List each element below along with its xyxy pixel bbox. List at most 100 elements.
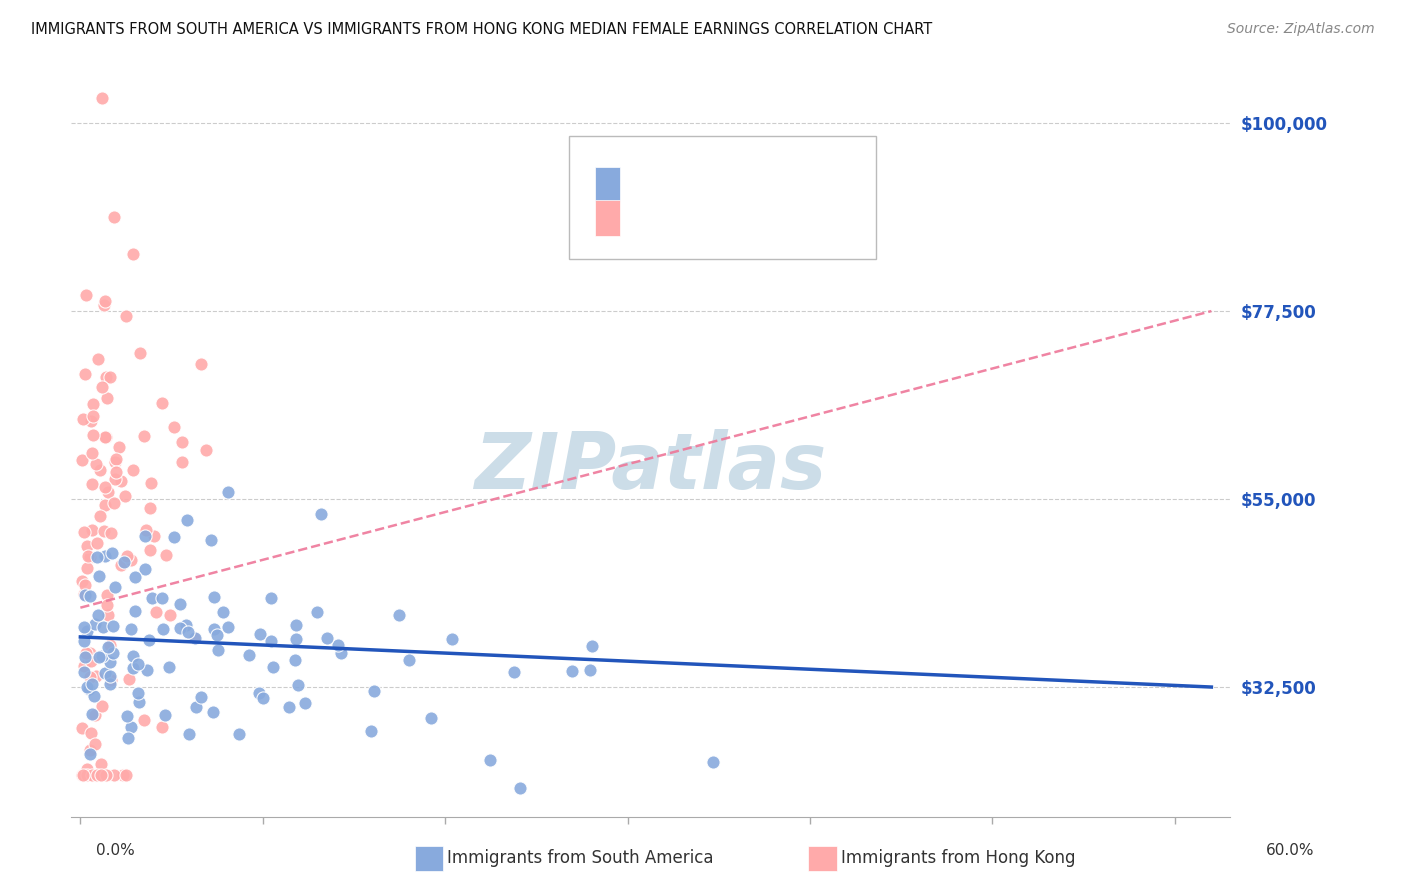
Point — [82, 524, 104, 538]
FancyBboxPatch shape — [595, 200, 620, 235]
Point — [141, 591, 163, 606]
Point — [72, 412, 94, 426]
Point — [284, 632, 307, 646]
Point — [150, 591, 173, 606]
Point — [80, 654, 103, 668]
Point — [97, 484, 120, 499]
Text: ZIPatlas: ZIPatlas — [474, 429, 827, 505]
Point — [101, 546, 124, 560]
Point — [122, 660, 145, 674]
Point — [150, 720, 173, 734]
Point — [93, 524, 115, 538]
Point — [114, 768, 136, 782]
Point — [98, 370, 121, 384]
Point — [122, 648, 145, 663]
Point — [80, 477, 103, 491]
Point — [87, 607, 110, 622]
Point — [260, 591, 283, 605]
Text: IMMIGRANTS FROM SOUTH AMERICA VS IMMIGRANTS FROM HONG KONG MEDIAN FEMALE EARNING: IMMIGRANTS FROM SOUTH AMERICA VS IMMIGRA… — [31, 22, 932, 37]
Point — [262, 660, 284, 674]
Point — [112, 768, 135, 782]
Point — [94, 480, 117, 494]
Point — [82, 397, 104, 411]
Point — [228, 727, 250, 741]
Point — [138, 543, 160, 558]
Point — [94, 430, 117, 444]
Point — [75, 288, 97, 302]
Point — [86, 536, 108, 550]
Point — [388, 607, 411, 622]
Point — [75, 646, 97, 660]
Point — [238, 648, 260, 662]
Point — [249, 627, 271, 641]
Point — [73, 587, 96, 601]
Point — [139, 500, 162, 515]
Point — [83, 689, 105, 703]
Point — [509, 780, 531, 795]
Point — [117, 731, 139, 746]
Point — [90, 756, 112, 771]
Point — [190, 690, 212, 704]
Point — [176, 513, 198, 527]
Point — [70, 574, 93, 588]
Point — [100, 673, 122, 687]
Point — [118, 672, 141, 686]
Point — [120, 553, 142, 567]
Point — [98, 669, 121, 683]
Point — [87, 649, 110, 664]
Point — [72, 768, 94, 782]
Point — [82, 446, 104, 460]
Point — [84, 457, 107, 471]
Point — [96, 589, 118, 603]
Point — [162, 530, 184, 544]
Point — [278, 700, 301, 714]
Point — [115, 709, 138, 723]
Point — [217, 620, 239, 634]
Point — [104, 580, 127, 594]
Point — [84, 617, 107, 632]
Point — [76, 762, 98, 776]
Point — [316, 631, 339, 645]
Point — [285, 618, 308, 632]
Point — [101, 646, 124, 660]
Point — [284, 653, 307, 667]
Point — [70, 722, 93, 736]
Point — [150, 396, 173, 410]
Point — [76, 624, 98, 639]
Point — [73, 525, 96, 540]
Point — [124, 570, 146, 584]
Point — [82, 427, 104, 442]
Point — [104, 455, 127, 469]
Point — [110, 558, 132, 572]
Point — [77, 681, 100, 696]
Point — [89, 463, 111, 477]
Point — [86, 768, 108, 782]
Point — [294, 697, 316, 711]
Point — [702, 755, 724, 769]
Point — [79, 549, 101, 564]
Point — [205, 628, 228, 642]
Point — [127, 657, 149, 671]
Point — [134, 714, 156, 728]
Point — [360, 723, 382, 738]
Text: 60.0%: 60.0% — [1267, 843, 1315, 858]
Point — [200, 533, 222, 547]
Point — [128, 695, 150, 709]
Point — [75, 578, 97, 592]
Point — [82, 409, 104, 424]
Point — [134, 529, 156, 543]
Point — [305, 605, 328, 619]
Point — [73, 633, 96, 648]
Point — [79, 646, 101, 660]
Point — [204, 590, 226, 604]
Point — [94, 294, 117, 309]
Point — [249, 686, 271, 700]
Point — [114, 489, 136, 503]
Point — [73, 620, 96, 634]
Point — [93, 298, 115, 312]
Point — [127, 686, 149, 700]
Text: 0.0%: 0.0% — [96, 843, 135, 858]
Text: Immigrants from South America: Immigrants from South America — [447, 849, 714, 867]
Point — [84, 768, 107, 782]
Point — [217, 485, 239, 500]
